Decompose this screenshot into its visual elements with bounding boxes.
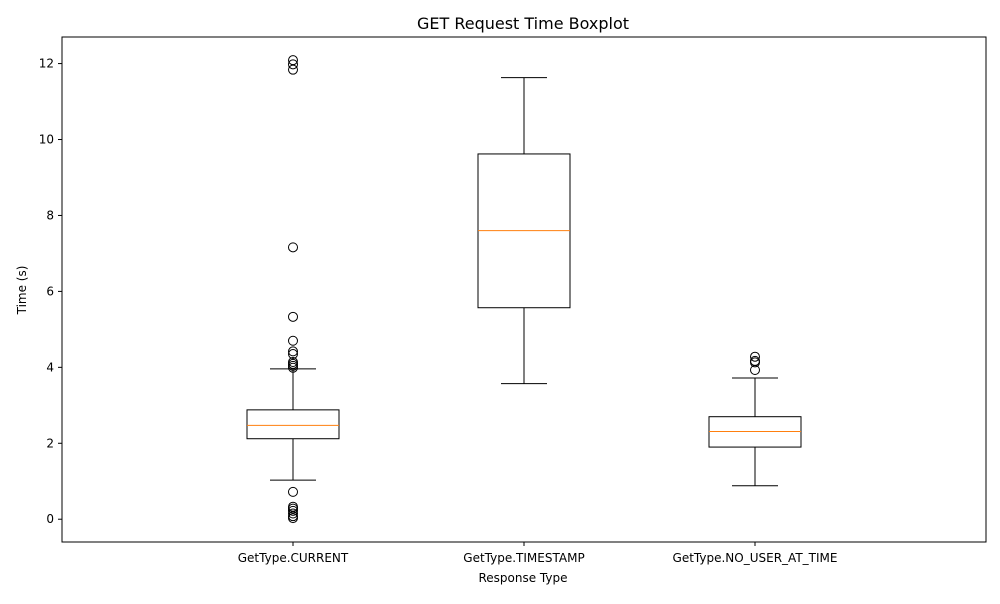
outlier-point bbox=[288, 64, 298, 75]
iqr-box bbox=[246, 409, 340, 440]
box-3 bbox=[708, 351, 802, 487]
outlier-point bbox=[750, 355, 760, 366]
y-axis-label: Time (s) bbox=[15, 266, 29, 316]
outlier-point bbox=[288, 349, 298, 360]
x-axis: GetType.CURRENT GetType.TIMESTAMP GetType.… bbox=[238, 542, 838, 565]
y-tick-label: 0 bbox=[46, 512, 54, 526]
y-tick-label: 4 bbox=[46, 360, 54, 374]
outlier-point bbox=[288, 59, 298, 70]
outlier-point bbox=[288, 505, 298, 516]
outlier-point bbox=[288, 55, 298, 66]
y-axis: 0 2 4 6 8 10 12 bbox=[39, 57, 62, 526]
y-tick-label: 8 bbox=[46, 208, 54, 222]
x-tick-label: GetType.TIMESTAMP bbox=[463, 551, 584, 565]
outlier-point bbox=[288, 346, 298, 357]
y-tick-label: 10 bbox=[39, 133, 54, 147]
outlier-point bbox=[288, 311, 298, 322]
boxes bbox=[246, 55, 802, 524]
y-tick-label: 6 bbox=[46, 284, 54, 298]
x-tick-label: GetType.NO_USER_AT_TIME bbox=[673, 551, 838, 565]
outlier-point bbox=[288, 508, 298, 519]
outlier-point bbox=[288, 501, 298, 512]
box-2 bbox=[477, 77, 571, 385]
outlier-point bbox=[288, 357, 298, 368]
y-tick-label: 12 bbox=[39, 57, 54, 71]
y-tick-label: 2 bbox=[46, 436, 54, 450]
outlier-point bbox=[288, 486, 298, 497]
outlier-point bbox=[750, 351, 760, 362]
x-tick-label: GetType.CURRENT bbox=[238, 551, 349, 565]
x-axis-label: Response Type bbox=[478, 571, 567, 585]
outlier-point bbox=[288, 335, 298, 346]
box-1 bbox=[246, 55, 340, 524]
outlier-point bbox=[288, 242, 298, 253]
chart-title: GET Request Time Boxplot bbox=[417, 14, 629, 33]
